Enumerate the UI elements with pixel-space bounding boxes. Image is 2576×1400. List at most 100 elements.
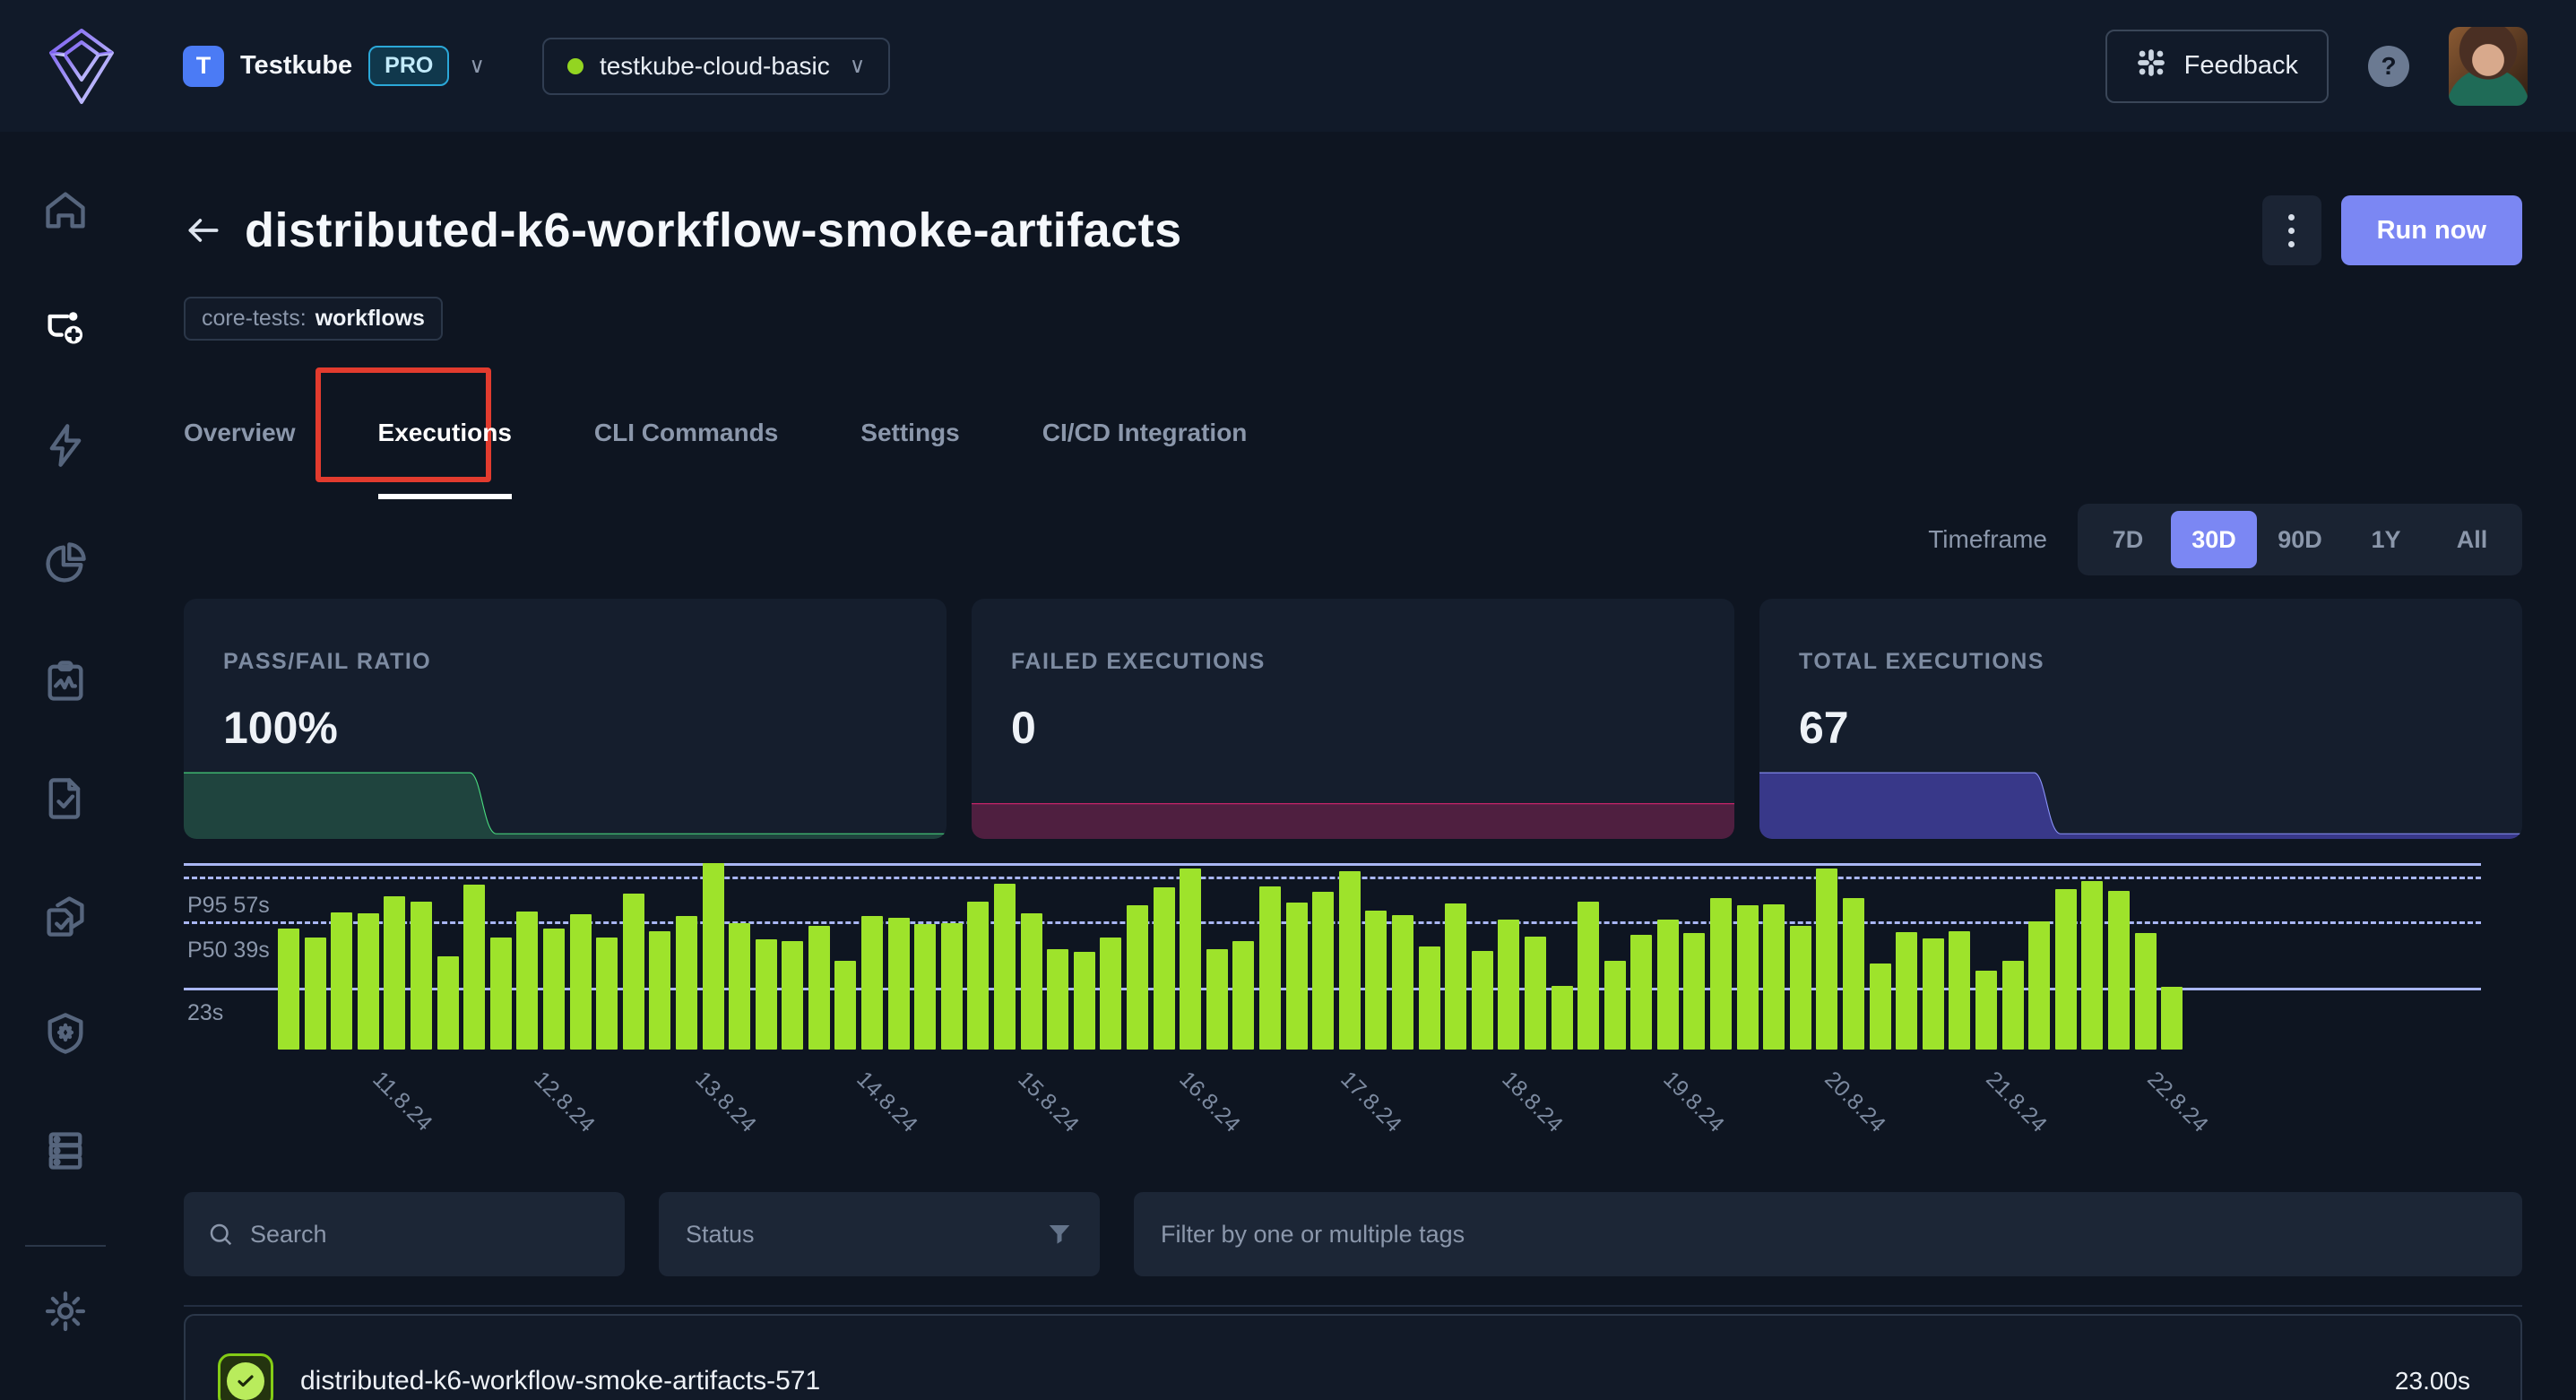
execution-bar[interactable] [887, 918, 910, 1050]
testkube-logo-icon[interactable] [48, 28, 131, 105]
tags-filter-input[interactable] [1161, 1192, 2495, 1276]
execution-bar[interactable] [940, 923, 963, 1050]
execution-bar[interactable] [861, 916, 884, 1050]
tab-executions[interactable]: Executions [377, 419, 513, 499]
execution-bar[interactable] [437, 956, 459, 1050]
execution-bar[interactable] [702, 863, 724, 1050]
execution-bar[interactable] [675, 916, 697, 1050]
execution-bar[interactable] [1736, 905, 1759, 1050]
execution-bar[interactable] [1949, 931, 1971, 1050]
execution-bar[interactable] [1020, 913, 1042, 1050]
execution-bar[interactable] [410, 902, 432, 1050]
execution-bar[interactable] [542, 929, 565, 1050]
tab-overview[interactable]: Overview [184, 419, 296, 446]
timeframe-option-90d[interactable]: 90D [2257, 511, 2343, 568]
execution-bar[interactable] [1232, 941, 1255, 1050]
execution-bar[interactable] [2028, 921, 2051, 1050]
execution-bar[interactable] [489, 938, 512, 1050]
execution-bar[interactable] [1630, 935, 1653, 1050]
tab-ci-cd-integration[interactable]: CI/CD Integration [1042, 419, 1248, 446]
execution-bar[interactable] [2081, 881, 2104, 1050]
execution-bar[interactable] [1922, 938, 1944, 1050]
sidebar-item-workflows[interactable] [31, 299, 99, 361]
execution-bar[interactable] [1206, 949, 1228, 1050]
execution-bar[interactable] [1338, 871, 1361, 1050]
timeframe-option-1y[interactable]: 1Y [2343, 511, 2429, 568]
execution-bar[interactable] [1445, 903, 1467, 1050]
sidebar-item-home[interactable] [31, 182, 99, 244]
help-button[interactable]: ? [2368, 45, 2409, 87]
execution-bar[interactable] [1656, 920, 1679, 1050]
execution-bar[interactable] [834, 961, 857, 1050]
execution-bar[interactable] [304, 938, 326, 1050]
execution-bar[interactable] [622, 894, 644, 1050]
execution-bar[interactable] [2054, 889, 2077, 1050]
execution-bar[interactable] [1763, 904, 1785, 1050]
execution-bar[interactable] [1471, 951, 1493, 1050]
org-switcher[interactable]: T Testkube PRO ∨ [183, 45, 485, 87]
more-options-button[interactable] [2261, 195, 2321, 265]
timeframe-option-30d[interactable]: 30D [2171, 511, 2257, 568]
execution-bar[interactable] [1180, 869, 1202, 1050]
execution-bar[interactable] [967, 902, 990, 1050]
tags-filter-field[interactable] [1134, 1192, 2522, 1276]
execution-bar[interactable] [1843, 898, 1865, 1050]
sidebar-item-monitoring[interactable] [31, 652, 99, 714]
sidebar-item-tests[interactable] [31, 770, 99, 832]
execution-bar[interactable] [1975, 971, 1997, 1050]
timeframe-option-7d[interactable]: 7D [2085, 511, 2171, 568]
execution-bar[interactable] [1683, 933, 1706, 1050]
execution-bar[interactable] [1789, 926, 1811, 1050]
search-field[interactable] [184, 1192, 625, 1276]
execution-bar[interactable] [1524, 937, 1546, 1050]
execution-bar[interactable] [914, 924, 937, 1050]
execution-bar[interactable] [1578, 902, 1600, 1050]
sidebar-item-triggers[interactable] [31, 417, 99, 479]
execution-bar[interactable] [755, 939, 777, 1050]
sidebar-item-settings[interactable] [31, 1283, 99, 1344]
execution-bar[interactable] [1498, 920, 1520, 1050]
execution-bar[interactable] [357, 913, 379, 1050]
execution-bar[interactable] [463, 885, 486, 1050]
execution-bar[interactable] [1312, 892, 1335, 1050]
execution-bar[interactable] [278, 929, 299, 1050]
sidebar-item-shield-gear[interactable] [31, 1005, 99, 1067]
execution-bar[interactable] [1551, 986, 1573, 1050]
execution-bar[interactable] [1365, 911, 1387, 1050]
sidebar-item-test-suites[interactable] [31, 887, 99, 949]
tab-settings[interactable]: Settings [860, 419, 960, 446]
execution-bar[interactable] [1285, 903, 1308, 1050]
execution-bar[interactable] [782, 941, 804, 1050]
execution-bar[interactable] [1604, 961, 1626, 1050]
execution-bar[interactable] [516, 912, 539, 1050]
execution-bar[interactable] [649, 931, 671, 1050]
execution-bar[interactable] [1391, 915, 1413, 1050]
sidebar-item-sources[interactable] [31, 1122, 99, 1184]
execution-bar[interactable] [994, 884, 1016, 1050]
execution-bar[interactable] [808, 926, 830, 1050]
execution-bar[interactable] [1816, 869, 1838, 1050]
tab-cli-commands[interactable]: CLI Commands [593, 419, 779, 446]
execution-bar[interactable] [1869, 964, 1891, 1050]
execution-bar[interactable] [1710, 898, 1733, 1050]
execution-bar[interactable] [2161, 987, 2183, 1050]
execution-bar[interactable] [1047, 949, 1069, 1050]
user-avatar[interactable] [2449, 26, 2528, 106]
execution-bar[interactable] [2107, 891, 2130, 1050]
run-now-button[interactable]: Run now [2340, 195, 2522, 265]
execution-bar[interactable] [1418, 946, 1440, 1050]
environment-selector[interactable]: testkube-cloud-basic ∨ [541, 37, 891, 95]
timeframe-option-all[interactable]: All [2429, 511, 2515, 568]
feedback-button[interactable]: Feedback [2105, 29, 2329, 103]
back-button[interactable] [184, 206, 232, 255]
execution-bar[interactable] [1127, 905, 1148, 1050]
execution-bar[interactable] [331, 912, 353, 1050]
execution-bar[interactable] [1100, 938, 1122, 1050]
execution-bar[interactable] [2001, 961, 2024, 1050]
status-select[interactable]: Status [659, 1192, 1100, 1276]
execution-bar[interactable] [1153, 887, 1175, 1050]
execution-bar[interactable] [384, 896, 406, 1050]
execution-bar[interactable] [1896, 932, 1918, 1050]
sidebar-item-insights[interactable] [31, 534, 99, 596]
execution-bar[interactable] [569, 914, 592, 1050]
